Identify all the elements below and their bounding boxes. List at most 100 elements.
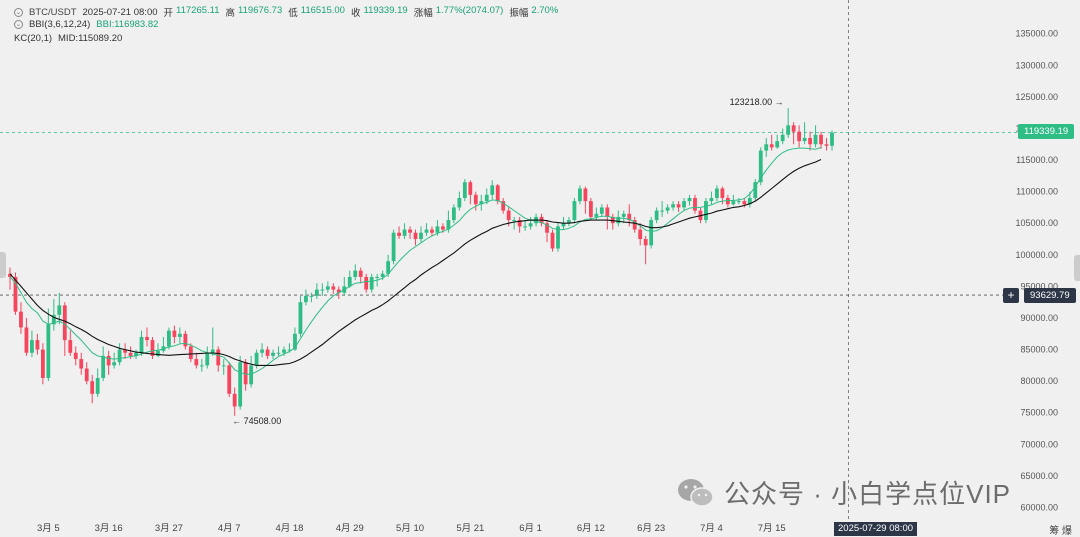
candle-body bbox=[46, 324, 51, 379]
x-tick-label: 6月 1 bbox=[519, 523, 542, 534]
candle-body bbox=[545, 223, 549, 233]
open-label: 开 bbox=[163, 8, 174, 19]
candle-body bbox=[336, 289, 341, 293]
candle-body bbox=[375, 276, 380, 278]
y-tick-label: 110000.00 bbox=[1016, 187, 1058, 197]
candle-body bbox=[671, 204, 675, 208]
collapse-icon[interactable]: ⌄ bbox=[14, 7, 23, 17]
candle-body bbox=[638, 229, 643, 240]
candle-body bbox=[791, 125, 796, 132]
x-tick-label: 3月 5 bbox=[37, 523, 60, 534]
low-value: 116515.00 bbox=[300, 5, 345, 16]
ohlc-header: ⌄ BTC/USDT 2025-07-21 08:00 开 117265.11 高… bbox=[14, 5, 558, 19]
candle-body bbox=[594, 213, 599, 217]
high-annotation: 123218.00 → bbox=[730, 97, 784, 107]
candle-body bbox=[347, 276, 352, 287]
candle-body bbox=[227, 365, 232, 394]
candle-body bbox=[90, 381, 95, 394]
y-tick-label: 135000.00 bbox=[1015, 29, 1058, 39]
candle-body bbox=[819, 134, 823, 145]
y-tick-label: 75000.00 bbox=[1020, 408, 1058, 418]
candle-body bbox=[446, 220, 451, 230]
candle-body bbox=[523, 226, 528, 228]
candle-body bbox=[84, 368, 89, 382]
symbol-label: BTC/USDT bbox=[29, 6, 77, 18]
candle-body bbox=[764, 144, 769, 151]
candle-body bbox=[40, 349, 45, 379]
candle-body bbox=[167, 330, 171, 347]
candle-body bbox=[610, 216, 615, 224]
kc-name: KC(20,1) bbox=[14, 33, 53, 44]
right-scroll-tab[interactable] bbox=[1074, 255, 1080, 281]
kc-header: KC(20,1) MID:115089.20 bbox=[14, 33, 122, 44]
candle-body bbox=[95, 378, 100, 394]
candle-body bbox=[567, 220, 571, 224]
candle-body bbox=[369, 276, 374, 290]
wechat-icon bbox=[678, 478, 714, 507]
x-tick-label: 4月 18 bbox=[275, 523, 303, 534]
candle-body bbox=[797, 131, 802, 142]
candle-body bbox=[468, 182, 473, 195]
candle-body bbox=[473, 194, 478, 205]
watermark: 公众号 · 小白学点位VIP bbox=[676, 474, 1011, 511]
candle-body bbox=[621, 213, 626, 217]
candle-body bbox=[419, 232, 423, 240]
y-tick-label: 80000.00 bbox=[1020, 376, 1058, 386]
crosshair-time-tag: 2025-07-29 08:00 bbox=[834, 522, 918, 536]
y-tick-label: 100000.00 bbox=[1015, 250, 1058, 260]
candle-body bbox=[495, 185, 500, 202]
candle-body bbox=[528, 223, 533, 227]
candle-body bbox=[397, 232, 401, 236]
left-scroll-tab[interactable] bbox=[0, 252, 6, 278]
candle-body bbox=[24, 327, 29, 353]
candle-body bbox=[676, 204, 681, 208]
candle-body bbox=[298, 302, 303, 334]
candle-body bbox=[424, 229, 429, 233]
y-tick-label: 115000.00 bbox=[1016, 155, 1058, 165]
candle-body bbox=[512, 220, 517, 222]
candle-body bbox=[687, 197, 692, 202]
candle-body bbox=[758, 150, 763, 183]
candle-body bbox=[19, 311, 23, 328]
candle-body bbox=[199, 365, 204, 367]
candle-body bbox=[780, 134, 785, 142]
close-label: 收 bbox=[350, 8, 361, 19]
candle-body bbox=[490, 185, 495, 195]
candle-body bbox=[205, 352, 210, 366]
candle-body bbox=[101, 355, 106, 379]
candle-body bbox=[561, 223, 566, 227]
x-tick-label: 6月 12 bbox=[577, 523, 605, 534]
candle-body bbox=[457, 197, 462, 208]
candle-body bbox=[260, 349, 264, 353]
amp-label: 振幅 bbox=[509, 8, 529, 19]
x-tick-label: 4月 7 bbox=[218, 523, 241, 534]
candle-body bbox=[769, 144, 774, 148]
y-tick-label: 85000.00 bbox=[1020, 345, 1058, 355]
candle-body bbox=[709, 197, 714, 202]
candle-body bbox=[134, 352, 138, 356]
candle-body bbox=[462, 182, 467, 198]
kc-value: MID:115089.20 bbox=[58, 33, 123, 44]
current-price-tag: 119339.19 bbox=[1018, 124, 1075, 139]
candle-body bbox=[117, 349, 122, 363]
candle-body bbox=[501, 201, 506, 211]
candle-body bbox=[35, 340, 40, 350]
candle-body bbox=[287, 349, 292, 351]
add-alert-icon[interactable]: + bbox=[1003, 288, 1019, 303]
candle-body bbox=[364, 276, 369, 290]
candle-body bbox=[786, 125, 791, 135]
candle-body bbox=[304, 295, 308, 303]
x-tick-label: 5月 21 bbox=[456, 523, 484, 534]
x-tick-label: 4月 29 bbox=[336, 523, 364, 534]
collapse-icon[interactable]: ⌄ bbox=[14, 20, 23, 29]
corner-text: 筹 爆 bbox=[1049, 526, 1072, 537]
open-value: 117265.11 bbox=[176, 5, 220, 16]
candle-body bbox=[413, 232, 418, 240]
candle-body bbox=[588, 201, 593, 217]
candle-body bbox=[210, 349, 215, 353]
candle-body bbox=[314, 289, 319, 296]
candle-body bbox=[188, 346, 193, 360]
candle-body bbox=[276, 352, 281, 354]
candle-body bbox=[68, 340, 73, 353]
